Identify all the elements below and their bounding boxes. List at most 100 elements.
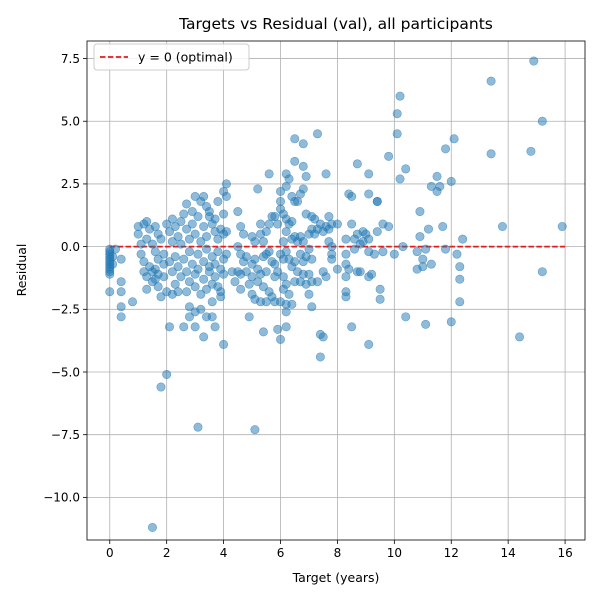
data-point bbox=[384, 151, 394, 161]
data-point bbox=[526, 146, 536, 156]
data-point bbox=[199, 332, 209, 342]
data-point bbox=[281, 307, 291, 317]
legend: y = 0 (optimal) bbox=[93, 43, 250, 71]
legend-label: y = 0 (optimal) bbox=[138, 50, 233, 65]
data-points bbox=[105, 56, 567, 532]
data-point bbox=[110, 244, 120, 254]
data-point bbox=[142, 284, 152, 294]
data-point bbox=[136, 239, 146, 249]
data-point bbox=[184, 277, 194, 287]
data-point bbox=[449, 134, 459, 144]
data-point bbox=[455, 262, 465, 272]
data-point bbox=[301, 171, 311, 181]
data-point bbox=[372, 196, 382, 206]
data-point bbox=[105, 287, 115, 297]
data-point bbox=[258, 327, 268, 337]
data-point bbox=[281, 247, 291, 257]
data-point bbox=[190, 282, 200, 292]
data-point bbox=[193, 249, 203, 259]
x-axis: 0 2 4 6 8 10 12 14 16 bbox=[106, 540, 573, 560]
data-point bbox=[207, 312, 217, 322]
chart-title: Targets vs Residual (val), all participa… bbox=[178, 15, 493, 33]
data-point bbox=[128, 297, 138, 307]
data-point bbox=[315, 352, 325, 362]
data-point bbox=[364, 169, 374, 179]
data-point bbox=[298, 161, 308, 171]
data-point bbox=[537, 116, 547, 126]
data-point bbox=[142, 272, 152, 282]
data-point bbox=[167, 214, 177, 224]
data-point bbox=[392, 129, 402, 139]
data-point bbox=[219, 339, 229, 349]
data-point bbox=[344, 264, 354, 274]
data-point bbox=[270, 259, 280, 269]
data-point bbox=[276, 196, 286, 206]
data-point bbox=[273, 219, 283, 229]
data-point bbox=[173, 287, 183, 297]
data-point bbox=[441, 244, 451, 254]
data-point bbox=[179, 209, 189, 219]
data-point bbox=[202, 244, 212, 254]
data-point bbox=[196, 304, 206, 314]
data-point bbox=[375, 284, 385, 294]
data-point bbox=[184, 312, 194, 322]
data-point bbox=[210, 272, 220, 282]
data-point bbox=[293, 196, 303, 206]
data-point bbox=[298, 184, 308, 194]
data-point bbox=[165, 257, 175, 267]
data-point bbox=[250, 254, 260, 264]
data-point bbox=[486, 76, 496, 86]
data-point bbox=[287, 217, 297, 227]
data-point bbox=[133, 229, 143, 239]
data-point bbox=[213, 234, 223, 244]
y-tick-label: −2.5 bbox=[51, 303, 80, 317]
data-point bbox=[455, 274, 465, 284]
data-point bbox=[418, 254, 428, 264]
y-tick-label: −7.5 bbox=[51, 428, 80, 442]
data-point bbox=[389, 249, 399, 259]
data-point bbox=[108, 252, 118, 262]
data-point bbox=[347, 219, 357, 229]
data-point bbox=[116, 254, 126, 264]
data-point bbox=[367, 269, 377, 279]
data-point bbox=[341, 292, 351, 302]
y-axis: 7.5 5.0 2.5 0.0 −2.5 −5.0 −7.5 −10.0 bbox=[43, 52, 87, 505]
data-point bbox=[170, 252, 180, 262]
data-point bbox=[313, 129, 323, 139]
data-point bbox=[327, 254, 337, 264]
x-tick-label: 4 bbox=[220, 546, 228, 560]
plot-frame bbox=[86, 40, 586, 541]
data-point bbox=[219, 209, 229, 219]
data-point bbox=[446, 317, 456, 327]
data-point bbox=[515, 332, 525, 342]
data-point bbox=[247, 272, 257, 282]
data-point bbox=[287, 299, 297, 309]
data-point bbox=[278, 272, 288, 282]
data-point bbox=[458, 234, 468, 244]
data-point bbox=[184, 302, 194, 312]
data-point bbox=[199, 274, 209, 284]
grid bbox=[87, 41, 585, 540]
data-point bbox=[170, 279, 180, 289]
data-point bbox=[384, 222, 394, 232]
data-point bbox=[273, 324, 283, 334]
data-point bbox=[230, 277, 240, 287]
data-point bbox=[116, 287, 126, 297]
data-point bbox=[159, 272, 169, 282]
data-point bbox=[156, 292, 166, 302]
data-point bbox=[233, 242, 243, 252]
data-point bbox=[321, 272, 331, 282]
data-point bbox=[167, 267, 177, 277]
data-point bbox=[147, 522, 157, 532]
y-tick-label: −10.0 bbox=[43, 491, 80, 505]
x-tick-label: 10 bbox=[387, 546, 402, 560]
data-point bbox=[327, 242, 337, 252]
data-point bbox=[150, 222, 160, 232]
data-point bbox=[182, 199, 192, 209]
data-point bbox=[210, 322, 220, 332]
x-tick-label: 12 bbox=[444, 546, 459, 560]
data-point bbox=[162, 370, 172, 380]
data-point bbox=[401, 312, 411, 322]
data-point bbox=[290, 156, 300, 166]
data-point bbox=[250, 237, 260, 247]
